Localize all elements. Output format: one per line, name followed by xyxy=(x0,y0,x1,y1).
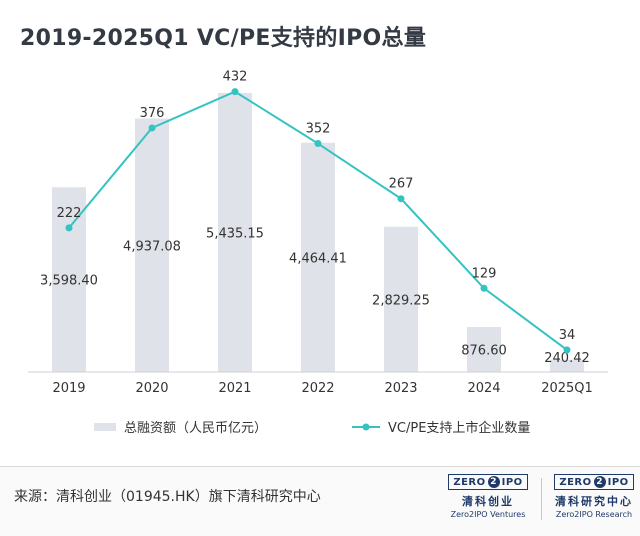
zero2ipo-research-logo: ZERO 2 IPO 清科研究中心 Zero2IPO Research xyxy=(546,474,640,526)
line-value-label: 267 xyxy=(389,177,414,192)
bar-2019 xyxy=(52,187,86,372)
bar-value-label: 3,598.40 xyxy=(40,274,98,289)
line-point xyxy=(65,224,73,232)
bar-2024 xyxy=(467,326,501,372)
source-note: 来源：清科创业（01945.HK）旗下清科研究中心 xyxy=(14,489,321,505)
line-point xyxy=(231,88,239,96)
x-ticks-layer: 2019 2020 2021 2022 2023 2024 2025Q1 xyxy=(52,381,592,396)
line-point xyxy=(397,195,405,203)
x-tick-label: 2021 xyxy=(218,381,251,396)
line-value-label: 432 xyxy=(223,70,248,85)
logo-cn-name: 清科创业 xyxy=(462,495,514,508)
bar-labels-layer: 3,598.40 4,937.08 5,435.15 4,464.41 2,829.25… xyxy=(40,226,590,366)
bar-2021 xyxy=(218,92,252,372)
line-value-label: 352 xyxy=(306,122,331,137)
x-tick-label: 2024 xyxy=(467,381,500,396)
line-value-label: 222 xyxy=(57,206,82,221)
bar-value-label: 2,829.25 xyxy=(372,293,430,308)
bar-value-label: 876.60 xyxy=(461,343,507,358)
x-tick-label: 2020 xyxy=(135,381,168,396)
line-layer: 222 376 432 352 267 129 34 xyxy=(57,70,576,354)
line-point xyxy=(563,346,571,354)
bar-2022 xyxy=(301,142,335,372)
logo-en-name: Zero2IPO Research xyxy=(555,510,633,519)
line-point xyxy=(480,284,488,292)
bar-2023 xyxy=(384,226,418,372)
logo-wordmark: ZERO 2 IPO xyxy=(448,474,528,490)
x-tick-label: 2019 xyxy=(52,381,85,396)
line-value-label: 129 xyxy=(472,266,497,281)
chart-area: 3,598.40 4,937.08 5,435.15 4,464.41 2,829.25… xyxy=(28,70,608,436)
line-point xyxy=(314,140,322,148)
line-value-label: 34 xyxy=(559,328,576,343)
bar-2020 xyxy=(135,118,169,372)
legend-line-marker xyxy=(362,423,370,431)
footer-background xyxy=(0,467,640,536)
x-tick-label: 2023 xyxy=(384,381,417,396)
legend: 总融资额（人民币亿元） VC/PE支持上市企业数量 xyxy=(94,420,530,436)
footer-divider xyxy=(0,466,640,467)
logo-wordmark: ZERO 2 IPO xyxy=(554,474,634,490)
logo-en-name: Zero2IPO Ventures xyxy=(450,510,526,519)
bars-layer xyxy=(52,92,584,372)
bar-value-label: 240.42 xyxy=(544,351,590,366)
bar-value-label: 5,435.15 xyxy=(206,226,264,241)
line-point xyxy=(148,124,156,132)
logo-divider xyxy=(541,478,542,520)
zero2ipo-ventures-logo: ZERO 2 IPO 清科创业 Zero2IPO Ventures xyxy=(440,474,536,526)
bar-value-label: 4,464.41 xyxy=(289,251,347,266)
legend-bar-label: 总融资额（人民币亿元） xyxy=(124,421,267,436)
bar-2025Q1 xyxy=(550,359,584,372)
legend-line-label: VC/PE支持上市企业数量 xyxy=(388,420,530,436)
x-tick-label: 2022 xyxy=(301,381,334,396)
legend-bar-swatch xyxy=(94,423,116,431)
bar-value-label: 4,937.08 xyxy=(123,239,181,254)
x-tick-label: 2025Q1 xyxy=(541,381,593,396)
logo-cn-name: 清科研究中心 xyxy=(555,495,633,508)
line-value-label: 376 xyxy=(140,106,165,121)
chart-title: 2019-2025Q1 VC/PE支持的IPO总量 xyxy=(20,26,427,51)
